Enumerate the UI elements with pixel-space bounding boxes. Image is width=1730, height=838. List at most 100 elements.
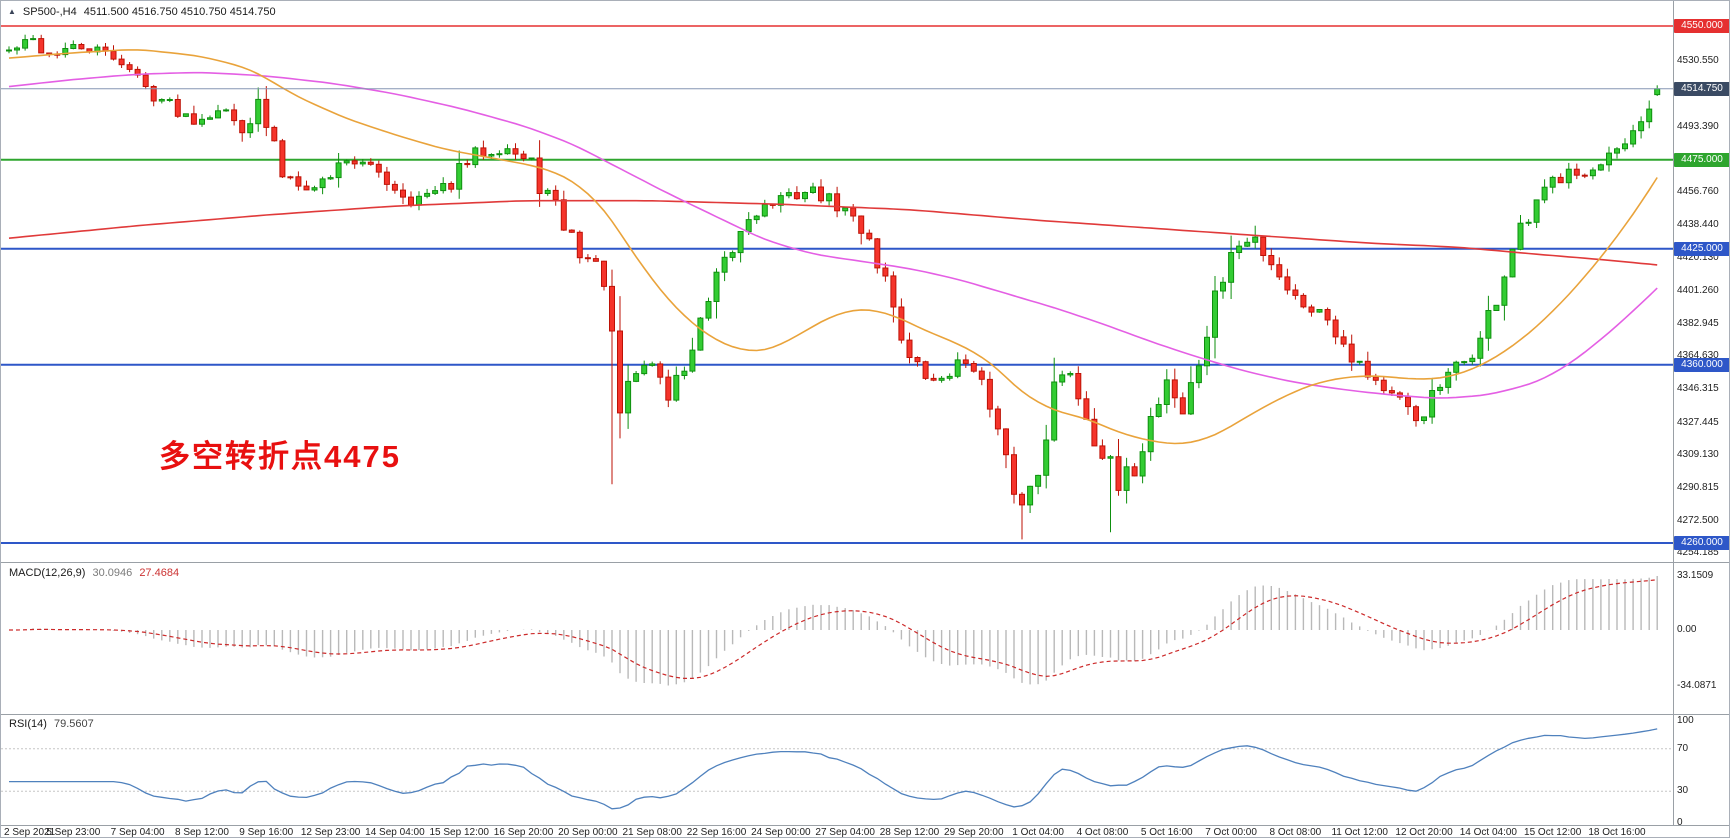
candle-body	[14, 47, 20, 51]
candle-body	[1043, 439, 1050, 476]
candle-body	[432, 190, 439, 194]
candle-body	[858, 215, 865, 234]
candle-body	[1606, 152, 1612, 166]
candle-body	[737, 231, 744, 254]
candle-body	[1364, 360, 1371, 378]
candle-body	[745, 219, 752, 233]
candle-body	[898, 306, 905, 341]
macd-indicator-label: MACD(12,26,9) 30.0946 27.4684	[9, 567, 183, 579]
candle-body	[1083, 398, 1090, 420]
candle-body	[793, 192, 800, 200]
time-axis-label: 5 Oct 16:00	[1140, 827, 1193, 838]
candle-body	[78, 44, 85, 50]
rsi-axis-label: 100	[1677, 715, 1694, 726]
candle-body	[1067, 373, 1074, 376]
candle-body	[375, 163, 382, 173]
price-level-badge: 4260.000	[1674, 536, 1729, 550]
candle-body	[713, 271, 720, 303]
candle-body	[1429, 390, 1436, 418]
candle-body	[850, 207, 857, 217]
candle-body	[1195, 365, 1202, 384]
time-axis-label: 12 Sep 23:00	[300, 827, 361, 838]
candle-body	[705, 301, 712, 319]
candle-body	[673, 374, 680, 401]
time-axis-label: 1 Oct 04:00	[1012, 827, 1064, 838]
candle-body	[1204, 336, 1210, 367]
candle-body	[464, 163, 471, 166]
candle-body	[810, 186, 816, 193]
candle-body	[520, 153, 527, 160]
candle-body	[1597, 164, 1604, 171]
candle-body	[38, 38, 45, 54]
candle-body	[834, 193, 841, 212]
candle-body	[617, 330, 623, 414]
price-axis-tick: 4438.440	[1677, 218, 1719, 230]
time-axis-label: 8 Sep 12:00	[174, 827, 229, 838]
macd-histogram-group	[16, 576, 1658, 686]
candle-body	[962, 359, 969, 364]
candle-body	[343, 160, 350, 164]
price-level-badge: 4475.000	[1674, 152, 1729, 167]
rsi-value: 79.5607	[53, 718, 94, 730]
rsi-axis-label: 0	[1677, 817, 1683, 828]
price-axis-tick: 4530.550	[1677, 54, 1719, 66]
candle-body	[721, 256, 728, 273]
candle-body	[166, 99, 173, 101]
candle-body	[1638, 121, 1645, 132]
candle-body	[142, 74, 149, 87]
panel-divider-main-macd[interactable]	[1, 562, 1729, 563]
candle-body	[1509, 248, 1516, 278]
candle-body	[802, 192, 808, 200]
rsi-axis-label: 30	[1677, 785, 1689, 797]
candle-body	[1413, 406, 1419, 422]
candle-body	[1565, 168, 1572, 184]
time-axis-label: 15 Sep 12:00	[429, 827, 489, 838]
candle-body	[311, 187, 318, 191]
candle-body	[930, 377, 937, 381]
ohlc-readout: 4511.500 4516.750 4510.750 4514.750	[83, 6, 276, 18]
rsi-line	[9, 728, 1658, 810]
time-axis-label: 14 Oct 04:00	[1459, 827, 1517, 838]
candle-body	[584, 257, 591, 260]
symbol-info-bar: ▲ SP500-,H4 4511.500 4516.750 4510.750 4…	[8, 6, 276, 18]
candle-body	[448, 183, 455, 190]
rsi-panel-canvas[interactable]	[1, 715, 1673, 825]
ma-line-mid-magenta	[8, 71, 1658, 399]
time-axis-label: 2 Sep 2021	[4, 827, 56, 838]
candle-body	[1179, 397, 1186, 415]
time-axis-label: 15 Oct 12:00	[1524, 827, 1582, 838]
time-axis-label: 16 Sep 20:00	[493, 827, 554, 838]
candle-body	[1268, 255, 1275, 266]
candle-body	[1228, 252, 1235, 283]
candle-body	[1147, 416, 1154, 453]
macd-main-value: 30.0946	[92, 567, 133, 579]
time-axis-label: 22 Sep 16:00	[686, 827, 747, 838]
panel-divider-macd-rsi[interactable]	[1, 714, 1729, 715]
symbol-timeframe-label: SP500-,H4	[22, 6, 77, 18]
rsi-name: RSI(14)	[9, 718, 47, 730]
time-axis-label: 7 Sep 04:00	[110, 827, 165, 838]
candle-body	[1139, 451, 1146, 477]
price-axis-border	[1673, 1, 1674, 825]
candle-body	[1131, 466, 1138, 477]
candle-body	[1236, 245, 1243, 254]
candle-body	[681, 370, 688, 377]
candle-body	[1437, 386, 1444, 391]
candle-body	[1003, 428, 1009, 456]
macd-panel-canvas[interactable]	[1, 563, 1673, 714]
candle-body	[1220, 281, 1226, 292]
candle-body	[1316, 309, 1323, 313]
candle-body	[1485, 310, 1492, 339]
candle-body	[1324, 309, 1331, 321]
rsi-axis-label: 70	[1677, 742, 1689, 754]
candle-body	[472, 147, 479, 166]
price-axis-tick: 4346.315	[1677, 383, 1719, 395]
time-axis-label: 7 Oct 00:00	[1205, 827, 1257, 838]
candle-body	[1340, 336, 1347, 345]
candle-body	[785, 192, 792, 197]
candle-body	[126, 64, 133, 70]
price-chart-canvas[interactable]	[1, 1, 1673, 562]
candle-body	[1308, 306, 1315, 313]
candle-body	[729, 252, 736, 258]
candle-body	[1477, 337, 1484, 359]
